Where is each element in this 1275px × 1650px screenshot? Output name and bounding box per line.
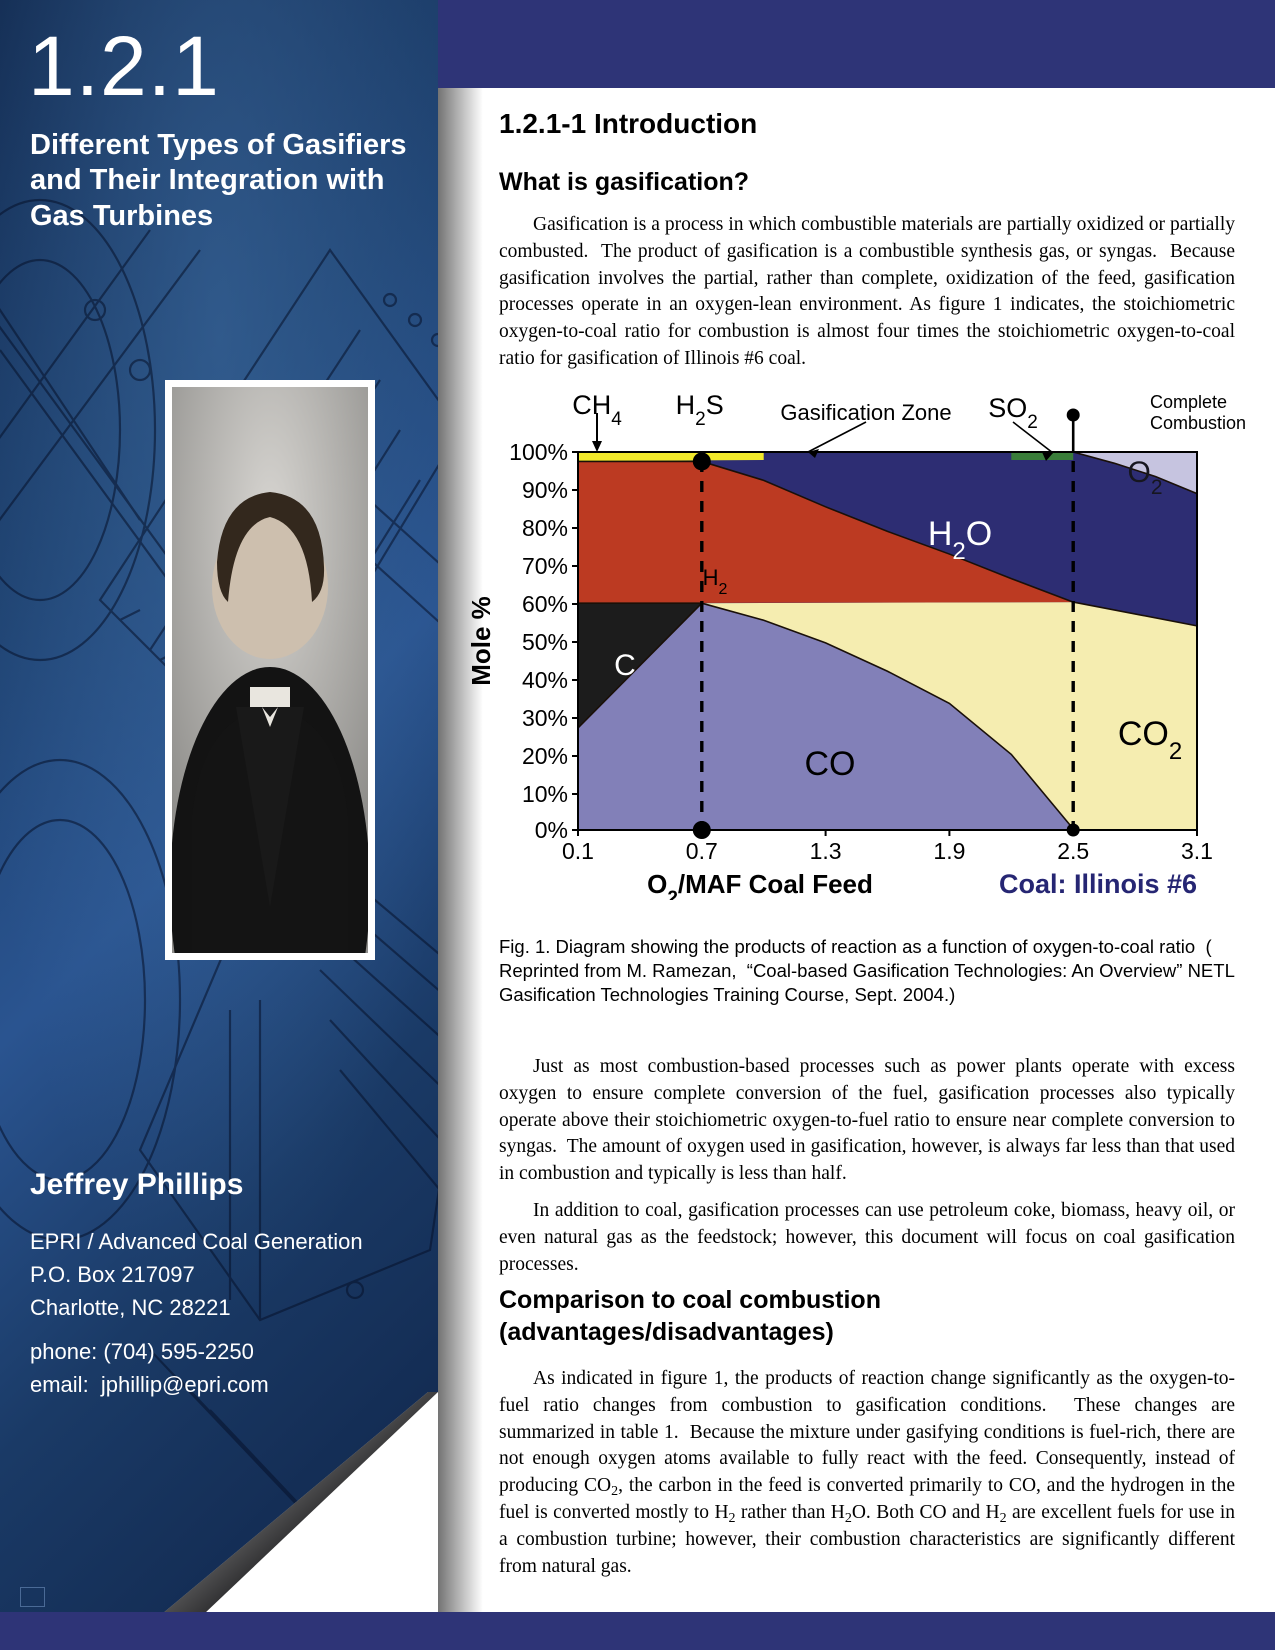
svg-text:2.5: 2.5 <box>1057 838 1089 864</box>
svg-text:Combustion: Combustion <box>1150 413 1246 433</box>
svg-text:40%: 40% <box>522 667 568 693</box>
svg-text:10%: 10% <box>522 781 568 807</box>
svg-text:Gasification Zone: Gasification Zone <box>780 400 951 425</box>
svg-text:Coal: Illinois #6: Coal: Illinois #6 <box>999 869 1197 899</box>
svg-text:20%: 20% <box>522 743 568 769</box>
svg-text:0.7: 0.7 <box>686 838 718 864</box>
svg-text:70%: 70% <box>522 553 568 579</box>
svg-text:1.3: 1.3 <box>810 838 842 864</box>
svg-text:CO: CO <box>805 745 856 783</box>
svg-text:100%: 100% <box>509 439 568 465</box>
svg-text:30%: 30% <box>522 705 568 731</box>
svg-text:H2S: H2S <box>676 395 724 430</box>
svg-text:Complete: Complete <box>1150 395 1227 412</box>
svg-text:80%: 80% <box>522 515 568 541</box>
svg-text:50%: 50% <box>522 629 568 655</box>
svg-text:O2/MAF Coal Feed: O2/MAF Coal Feed <box>647 869 873 900</box>
svg-text:1.9: 1.9 <box>933 838 965 864</box>
svg-text:3.1: 3.1 <box>1181 838 1213 864</box>
svg-text:C: C <box>614 649 636 682</box>
svg-text:90%: 90% <box>522 477 568 503</box>
svg-text:SO2: SO2 <box>988 395 1038 433</box>
svg-text:0.1: 0.1 <box>562 838 594 864</box>
svg-text:Mole %: Mole % <box>466 596 496 686</box>
svg-text:60%: 60% <box>522 591 568 617</box>
